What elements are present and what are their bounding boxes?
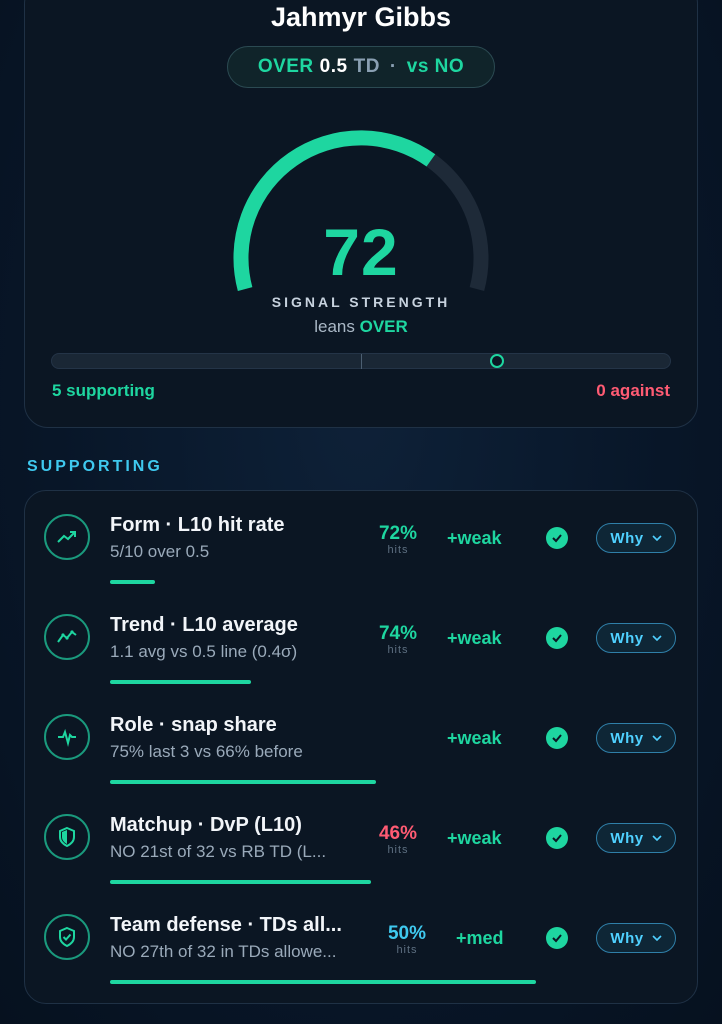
factor-subtitle: 5/10 over 0.5 [110, 542, 210, 561]
factor-subtitle: NO 27th of 32 in TDs allowe... [110, 942, 337, 961]
why-label: Why [610, 629, 644, 647]
factor-row-matchup[interactable]: Matchup · DvP (L10) NO 21st of 32 vs RB … [24, 790, 698, 890]
factor-hit-pct: 74% [378, 623, 418, 644]
factor-hits-label: hits [387, 644, 409, 656]
factor-impact: +weak [447, 528, 502, 548]
why-button[interactable]: Why [596, 523, 676, 553]
factor-impact: +weak [447, 828, 502, 848]
why-label: Why [610, 729, 644, 747]
factor-strength-bar [110, 780, 376, 784]
factor-row-role[interactable]: Role · snap share 75% last 3 vs 66% befo… [24, 690, 698, 790]
factor-impact: +med [456, 928, 504, 948]
balance-midpoint [361, 354, 362, 369]
lean-side: OVER [359, 317, 408, 336]
pulse-icon [44, 714, 90, 760]
factor-title: Role · snap share [110, 714, 277, 736]
factor-subtitle: NO 21st of 32 vs RB TD (L... [110, 842, 327, 861]
factor-row-trend[interactable]: Trend · L10 average 1.1 avg vs 0.5 line … [24, 590, 698, 690]
factor-title: Team defense · TDs all... [110, 914, 342, 936]
why-button[interactable]: Why [596, 923, 676, 953]
signal-score: 72 [323, 215, 399, 289]
check-icon [546, 827, 568, 849]
factor-title: Matchup · DvP (L10) [110, 814, 302, 836]
prop-side: OVER [257, 56, 314, 77]
line-chart-icon [44, 614, 90, 660]
factor-title: Form · L10 hit rate [110, 514, 285, 536]
factor-subtitle: 75% last 3 vs 66% before [110, 742, 303, 761]
chevron-down-icon [652, 635, 662, 641]
signal-label: SIGNAL STRENGTH [271, 294, 451, 310]
why-button[interactable]: Why [596, 823, 676, 853]
factor-strength-bar [110, 680, 251, 684]
shield-icon [44, 814, 90, 860]
signal-gauge [233, 130, 489, 292]
prop-opponent: vs NO [406, 56, 465, 77]
supporting-count: 5 supporting [52, 381, 155, 400]
check-icon [546, 727, 568, 749]
why-button[interactable]: Why [596, 723, 676, 753]
lean-text: leans OVER [0, 317, 722, 337]
why-label: Why [610, 529, 644, 547]
supporting-list [24, 490, 698, 1004]
shield-check-icon [44, 914, 90, 960]
prop-pill[interactable]: OVER 0.5 TD · vs NO [227, 46, 495, 88]
chevron-down-icon [652, 735, 662, 741]
factor-hit-pct: 46% [378, 823, 418, 844]
factor-subtitle: 1.1 avg vs 0.5 line (0.4σ) [110, 642, 298, 661]
check-icon [546, 927, 568, 949]
factor-row-form[interactable]: Form · L10 hit rate 5/10 over 0.5 72% hi… [24, 490, 698, 590]
player-name: Jahmyr Gibbs [270, 2, 452, 32]
factor-hit-pct: 72% [378, 523, 418, 544]
chevron-down-icon [652, 935, 662, 941]
factor-hits-label: hits [387, 544, 409, 556]
factor-impact: +weak [447, 728, 502, 748]
trend-up-icon [44, 514, 90, 560]
factor-row-team-defense[interactable]: Team defense · TDs all... NO 27th of 32 … [24, 890, 698, 990]
factor-hit-pct: 50% [387, 923, 427, 944]
factor-strength-bar [110, 980, 536, 984]
section-heading: SUPPORTING [27, 458, 163, 475]
why-label: Why [610, 929, 644, 947]
why-button[interactable]: Why [596, 623, 676, 653]
lean-prefix: leans [314, 317, 355, 336]
prop-stat: TD [353, 56, 380, 77]
factor-hits-label: hits [387, 844, 409, 856]
factor-strength-bar [110, 880, 371, 884]
chevron-down-icon [652, 835, 662, 841]
why-label: Why [610, 829, 644, 847]
balance-indicator [490, 354, 505, 368]
factor-title: Trend · L10 average [110, 614, 298, 636]
prop-separator: · [389, 56, 397, 77]
factor-impact: +weak [447, 628, 502, 648]
gauge-fill [233, 130, 436, 292]
factor-strength-bar [110, 580, 155, 584]
factor-hits-label: hits [396, 944, 418, 956]
check-icon [546, 627, 568, 649]
check-icon [546, 527, 568, 549]
chevron-down-icon [652, 535, 662, 541]
against-count: 0 against [596, 381, 670, 400]
prop-line: 0.5 [319, 56, 348, 77]
